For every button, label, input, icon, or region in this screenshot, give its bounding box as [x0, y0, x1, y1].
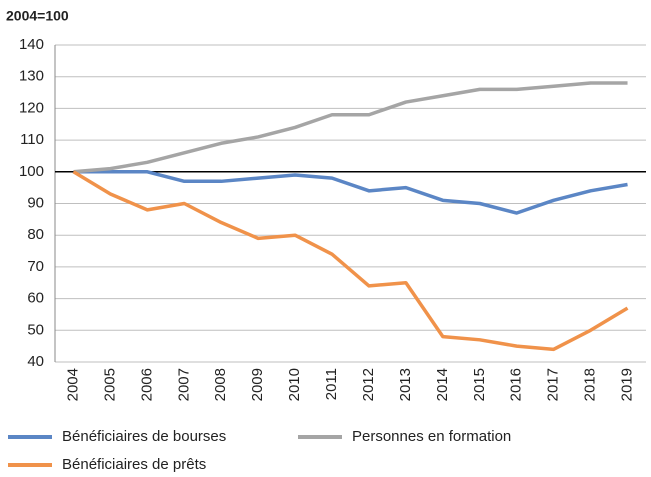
x-tick-label: 2004 [64, 368, 81, 401]
x-tick-label: 2016 [508, 368, 525, 401]
x-tick-label: 2019 [619, 368, 636, 401]
x-tick-label: 2005 [101, 368, 118, 401]
x-tick-label: 2015 [471, 368, 488, 401]
x-tick-label: 2006 [138, 368, 155, 401]
legend-label: Personnes en formation [352, 428, 511, 445]
x-tick-label: 2014 [434, 368, 451, 401]
y-tick-label: 50 [27, 321, 44, 338]
y-tick-label: 60 [27, 290, 44, 307]
series-line [72, 170, 629, 352]
x-tick-label: 2012 [360, 368, 377, 401]
x-tick-label: 2010 [286, 368, 303, 401]
legend-label: Bénéficiaires de prêts [62, 456, 206, 473]
y-tick-label: 130 [19, 68, 44, 85]
y-tick-label: 140 [19, 36, 44, 53]
x-tick-label: 2011 [323, 368, 340, 400]
x-tick-label: 2007 [175, 368, 192, 401]
x-tick-label: 2018 [582, 368, 599, 401]
y-tick-label: 90 [27, 194, 44, 211]
y-tick-label: 120 [19, 99, 44, 116]
y-tick-label: 80 [27, 226, 44, 243]
series-line [73, 170, 628, 215]
y-tick-label: 40 [27, 353, 44, 370]
legend-label: Bénéficiaires de bourses [62, 428, 226, 445]
y-axis-label: 2004=100 [6, 8, 69, 24]
x-tick-label: 2017 [545, 368, 562, 401]
y-tick-label: 110 [20, 131, 44, 148]
y-tick-label: 70 [27, 258, 44, 275]
series-line [73, 81, 628, 174]
x-tick-label: 2008 [212, 368, 229, 401]
x-tick-label: 2013 [397, 368, 414, 401]
y-tick-label: 100 [19, 163, 44, 180]
x-tick-label: 2009 [249, 368, 266, 401]
